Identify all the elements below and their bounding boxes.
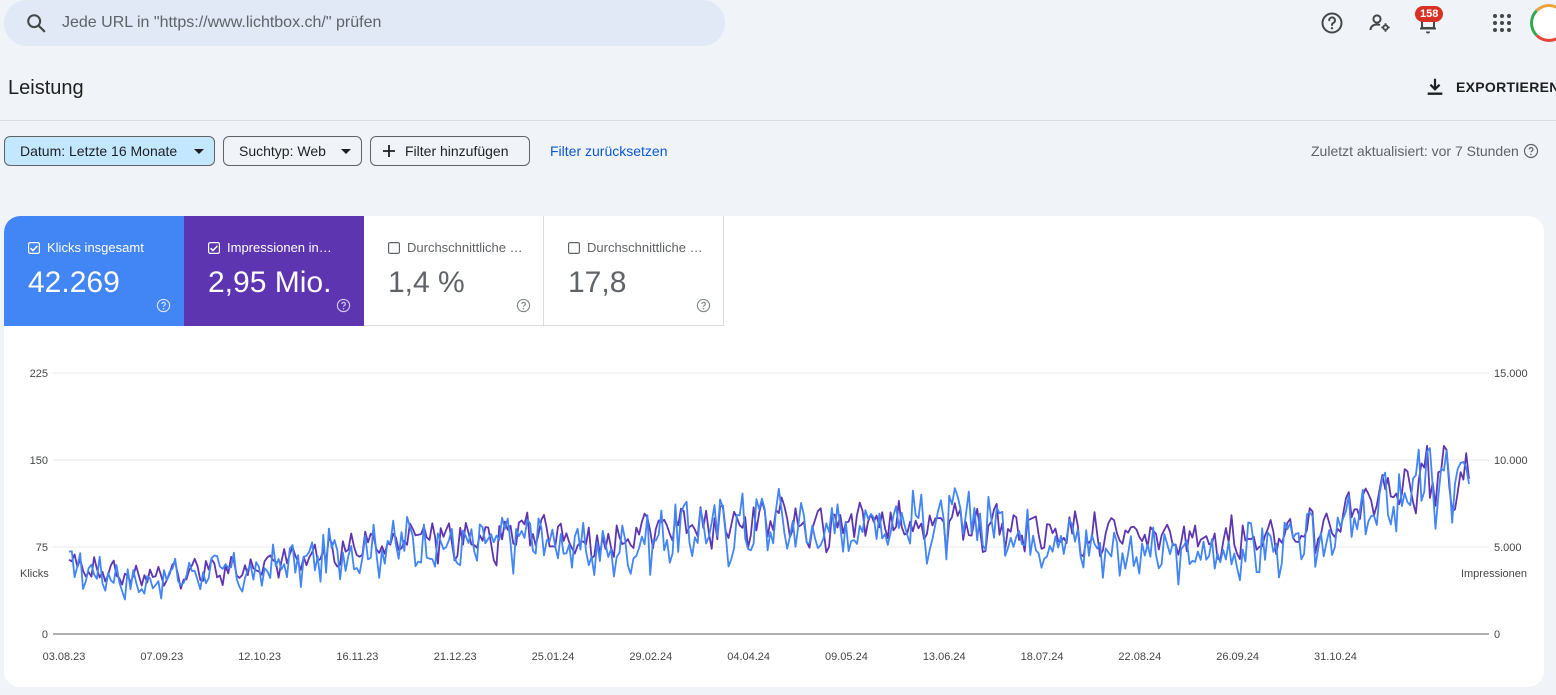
metric-card-position[interactable]: Durchschnittliche … 17,8: [544, 216, 724, 326]
search-placeholder: Jede URL in "https://www.lichtbox.ch/" p…: [62, 14, 382, 31]
x-tick-label: 22.08.24: [1118, 651, 1161, 663]
search-type-chip[interactable]: Suchtyp: Web: [223, 136, 362, 166]
checkbox-unchecked-icon[interactable]: [568, 242, 580, 254]
page-title: Leistung: [8, 77, 84, 99]
y-right-tick-label: 15.000: [1494, 368, 1528, 380]
metric-label: Impressionen ins…: [227, 240, 337, 255]
y-left-tick-label: 0: [42, 629, 48, 641]
date-filter-label: Datum: Letzte 16 Monate: [20, 143, 178, 159]
metric-value: 1,4 %: [388, 266, 465, 299]
metric-value: 2,95 Mio.: [208, 266, 332, 299]
metric-label: Durchschnittliche …: [587, 240, 703, 255]
x-tick-label: 31.10.24: [1314, 651, 1357, 663]
x-tick-label: 04.04.24: [727, 651, 770, 663]
checkbox-unchecked-icon[interactable]: [388, 242, 400, 254]
x-tick-label: 03.08.23: [43, 651, 86, 663]
export-button[interactable]: EXPORTIEREN: [1424, 76, 1556, 98]
x-tick-label: 26.09.24: [1216, 651, 1259, 663]
performance-card: Klicks insgesamt 42.269 Impressionen ins…: [4, 216, 1544, 687]
search-icon: [27, 14, 46, 33]
metric-value: 42.269: [28, 266, 120, 299]
help-icon[interactable]: [516, 298, 531, 313]
last-updated-text: Zuletzt aktualisiert: vor 7 Stunden: [1311, 143, 1519, 159]
filter-bar: Datum: Letzte 16 Monate Suchtyp: Web Fil…: [0, 136, 1556, 168]
add-filter-button[interactable]: Filter hinzufügen: [370, 136, 530, 166]
metric-label: Durchschnittliche …: [407, 240, 523, 255]
manage-users-icon[interactable]: [1368, 11, 1392, 35]
page-header: Leistung EXPORTIEREN: [0, 62, 1556, 121]
notification-count-badge: 158: [1415, 6, 1444, 22]
help-icon[interactable]: [336, 298, 351, 313]
metric-value: 17,8: [568, 266, 627, 299]
x-tick-label: 25.01.24: [532, 651, 575, 663]
last-updated: Zuletzt aktualisiert: vor 7 Stunden: [1311, 143, 1539, 159]
checkbox-checked-icon[interactable]: [28, 242, 40, 254]
date-filter-chip[interactable]: Datum: Letzte 16 Monate: [4, 136, 215, 166]
plus-icon: [383, 145, 395, 157]
y-left-tick-label: 75: [36, 542, 48, 554]
metric-card-clicks[interactable]: Klicks insgesamt 42.269: [4, 216, 184, 326]
clicks-series-line: [68, 447, 1470, 601]
x-tick-label: 09.05.24: [825, 651, 868, 663]
export-label: EXPORTIEREN: [1456, 79, 1556, 95]
y-right-tick-label: 10.000: [1494, 455, 1528, 467]
help-icon[interactable]: [1320, 11, 1344, 35]
x-tick-label: 12.10.23: [238, 651, 281, 663]
y-right-tick-label: 5.000: [1494, 542, 1522, 554]
help-icon[interactable]: [696, 298, 711, 313]
x-tick-label: 18.07.24: [1021, 651, 1064, 663]
x-tick-label: 16.11.23: [336, 651, 378, 663]
metric-card-ctr[interactable]: Durchschnittliche … 1,4 %: [364, 216, 544, 326]
x-tick-label: 21.12.23: [434, 651, 477, 663]
checkbox-checked-icon[interactable]: [208, 242, 220, 254]
top-bar: Jede URL in "https://www.lichtbox.ch/" p…: [0, 0, 1556, 48]
url-inspection-search[interactable]: Jede URL in "https://www.lichtbox.ch/" p…: [4, 0, 725, 46]
help-icon[interactable]: [156, 298, 171, 313]
help-icon[interactable]: [1523, 143, 1539, 159]
chevron-down-icon: [341, 149, 351, 154]
x-tick-label: 13.06.24: [923, 651, 966, 663]
chevron-down-icon: [194, 149, 204, 154]
reset-filters-link[interactable]: Filter zurücksetzen: [550, 143, 668, 159]
apps-grid-icon[interactable]: [1490, 11, 1514, 35]
y-left-axis-label: Klicks: [20, 568, 49, 580]
x-tick-label: 29.02.24: [629, 651, 672, 663]
y-left-tick-label: 150: [30, 455, 48, 467]
search-type-label: Suchtyp: Web: [239, 143, 326, 159]
metric-label: Klicks insgesamt: [47, 240, 144, 255]
y-right-tick-label: 0: [1494, 629, 1500, 641]
add-filter-label: Filter hinzufügen: [405, 143, 509, 159]
performance-chart: Klicks Impressionen 0 0 75 5.000 150 10.000 22…: [20, 368, 1528, 663]
y-right-axis-label: Impressionen: [1461, 568, 1527, 580]
x-tick-label: 07.09.23: [140, 651, 183, 663]
download-icon: [1427, 78, 1443, 95]
metric-card-impressions[interactable]: Impressionen ins… 2,95 Mio.: [184, 216, 364, 326]
y-left-tick-label: 225: [30, 368, 48, 380]
account-avatar[interactable]: [1530, 4, 1556, 42]
